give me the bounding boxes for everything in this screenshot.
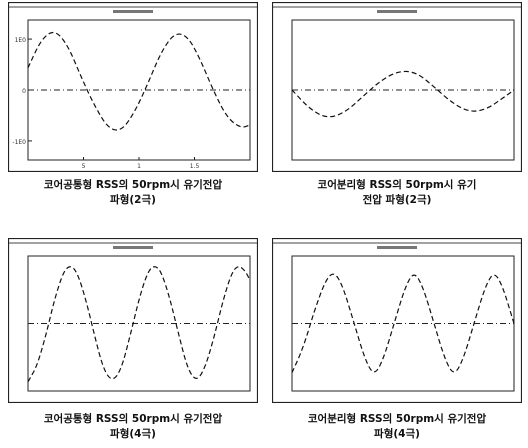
x-tick-label: 5	[82, 163, 86, 170]
caption-4-line-1: 코어분리형 RSS의 50rpm시 유기전압	[272, 412, 522, 427]
chart-panel-3	[8, 238, 258, 403]
panel-frame	[9, 3, 258, 172]
plot-header-mark	[377, 10, 417, 13]
caption-3-line-1: 코어공통형 RSS의 50rpm시 유기전압	[8, 412, 258, 427]
caption-1-line-1: 코어공통형 RSS의 50rpm시 유기전압	[8, 178, 258, 193]
plot-2	[272, 2, 522, 172]
panel-frame	[273, 239, 522, 403]
caption-1-line-2: 파형(2극)	[8, 193, 258, 208]
plot-header-mark	[113, 10, 153, 13]
plot-1: 1E0 0 -1E0 5 1 1.5	[8, 2, 258, 172]
caption-3: 코어공통형 RSS의 50rpm시 유기전압 파형(4극)	[8, 412, 258, 442]
caption-1: 코어공통형 RSS의 50rpm시 유기전압 파형(2극)	[8, 178, 258, 208]
plot-header-mark	[113, 246, 153, 249]
caption-2-line-1: 코어분리형 RSS의 50rpm시 유기	[272, 178, 522, 193]
y-tick-label: -1E0	[12, 139, 26, 146]
caption-4: 코어분리형 RSS의 50rpm시 유기전압 파형(4극)	[272, 412, 522, 442]
x-tick-label: 1.5	[190, 163, 200, 170]
plot-4	[272, 238, 522, 403]
plot-3	[8, 238, 258, 403]
chart-panel-2	[272, 2, 522, 172]
y-tick-label: 0	[22, 88, 26, 95]
panel-frame	[9, 239, 258, 403]
caption-4-line-2: 파형(4극)	[272, 427, 522, 442]
y-tick-label: 1E0	[15, 37, 27, 44]
chart-panel-4	[272, 238, 522, 403]
caption-3-line-2: 파형(4극)	[8, 427, 258, 442]
panel-frame	[273, 3, 522, 172]
x-tick-label: 1	[137, 163, 141, 170]
caption-2: 코어분리형 RSS의 50rpm시 유기 전압 파형(2극)	[272, 178, 522, 208]
caption-2-line-2: 전압 파형(2극)	[272, 193, 522, 208]
plot-header-mark	[377, 246, 417, 249]
chart-panel-1: 1E0 0 -1E0 5 1 1.5	[8, 2, 258, 172]
